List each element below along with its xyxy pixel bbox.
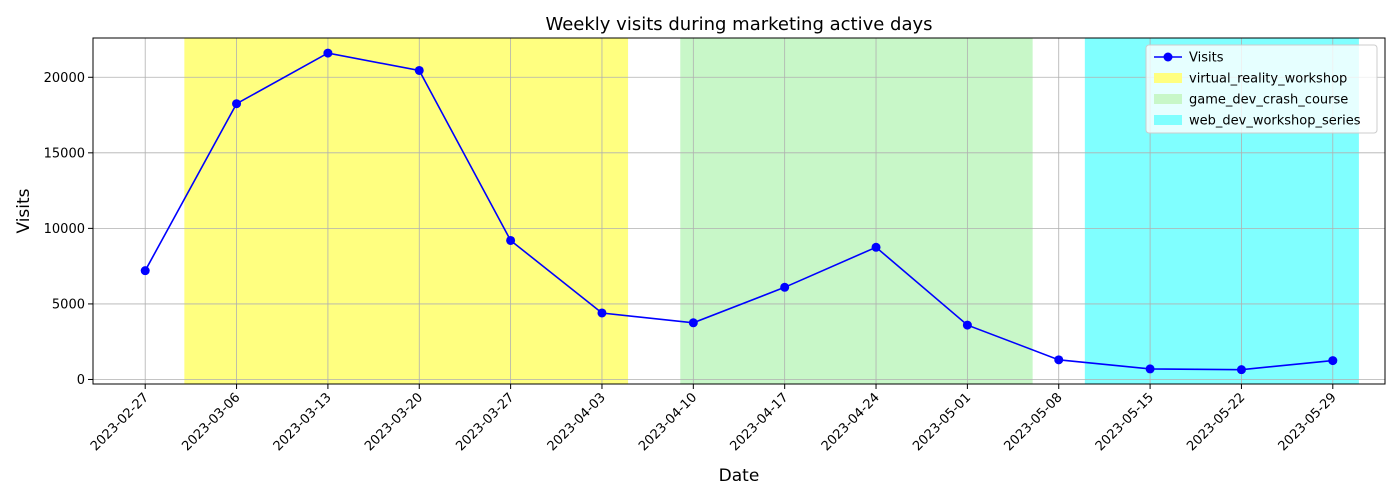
legend-swatch-game_dev_crash_course: [1154, 94, 1182, 104]
x-tick-label: 2023-05-22: [1184, 390, 1248, 454]
x-tick-label: 2023-05-29: [1276, 390, 1340, 454]
legend-marker-swatch: [1163, 52, 1173, 62]
data-point: [323, 48, 333, 58]
span-game_dev_crash_course: [680, 38, 1033, 384]
legend-entry-web_dev_workshop_series: web_dev_workshop_series: [1189, 114, 1361, 129]
span-virtual_reality_workshop: [184, 38, 629, 384]
series-line-visits: [144, 52, 1333, 371]
y-tick-label: 10000: [44, 222, 85, 237]
data-point: [506, 235, 516, 245]
data-point: [1236, 365, 1246, 375]
x-tick-label: 2023-02-27: [88, 390, 152, 454]
y-tick-label: 20000: [44, 71, 85, 86]
x-tick-label: 2023-05-15: [1093, 390, 1157, 454]
legend: Visits virtual_reality_workshop game_dev_c…: [1145, 44, 1378, 134]
activity-spans: [184, 38, 1359, 384]
x-tick-label: 2023-05-01: [910, 390, 974, 454]
data-point: [871, 242, 881, 252]
data-point: [962, 320, 972, 330]
x-tick-label: 2023-04-17: [727, 390, 791, 454]
visits-series: [140, 48, 1338, 375]
data-point: [1328, 356, 1338, 366]
x-tick-label: 2023-03-13: [271, 390, 335, 454]
x-tick-label: 2023-04-03: [545, 390, 609, 454]
data-point: [232, 99, 242, 109]
data-point: [780, 282, 790, 292]
x-tick-label: 2023-05-08: [1002, 390, 1066, 454]
chart-title: Weekly visits during marketing active da…: [545, 14, 932, 35]
y-axis-label: Visits: [14, 188, 34, 233]
legend-swatch-web_dev_workshop_series: [1154, 115, 1182, 125]
legend-swatch-virtual_reality_workshop: [1154, 73, 1182, 83]
x-tick-label: 2023-03-20: [362, 390, 426, 454]
x-tick-label: 2023-04-10: [636, 390, 700, 454]
data-point: [597, 308, 607, 318]
legend-entry-virtual_reality_workshop: virtual_reality_workshop: [1189, 72, 1347, 87]
data-point: [414, 65, 424, 75]
legend-box: [1145, 44, 1378, 134]
plot-frame: [92, 37, 1386, 385]
x-tick-label: 2023-03-27: [453, 390, 517, 454]
x-tick-label: 2023-04-24: [819, 390, 883, 454]
data-point: [688, 318, 698, 328]
data-point: [140, 266, 150, 276]
y-tick-label: 0: [77, 373, 85, 388]
y-tick-label: 15000: [44, 146, 85, 161]
data-point: [1145, 364, 1155, 374]
legend-entry-visits: Visits: [1189, 51, 1224, 66]
grid-lines: [93, 38, 1385, 384]
x-axis-label: Date: [719, 466, 760, 486]
y-tick-label: 5000: [52, 297, 85, 312]
legend-entry-game_dev_crash_course: game_dev_crash_course: [1189, 93, 1348, 108]
data-point: [1054, 355, 1064, 365]
x-tick-label: 2023-03-06: [179, 390, 243, 454]
